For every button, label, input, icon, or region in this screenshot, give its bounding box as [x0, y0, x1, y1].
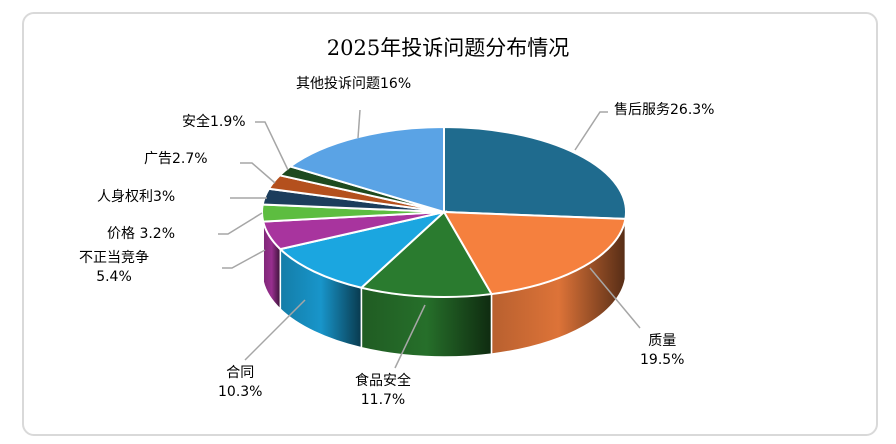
leader-line-4: [222, 249, 266, 269]
slice-9: [288, 125, 445, 214]
label-quality: 质量 19.5%: [640, 333, 685, 368]
leader-line-3: [244, 299, 306, 361]
label-after-sales: 售后服务26.3%: [614, 102, 715, 118]
leader-line-0: [574, 111, 608, 151]
slice-3: [278, 210, 448, 289]
label-price: 价格 3.2%: [107, 226, 176, 242]
label-other: 其他投诉问题16%: [296, 76, 412, 92]
leader-line-2: [394, 304, 426, 369]
leader-line-8: [255, 121, 289, 171]
chart-frame: [22, 12, 878, 436]
slice-1: [442, 210, 627, 296]
slice-side-2: [360, 286, 493, 358]
label-unfair-competition: 不正当竞争 5.4%: [79, 250, 149, 285]
label-contract: 合同 10.3%: [218, 365, 263, 400]
slice-2: [359, 210, 494, 298]
label-food-safety: 食品安全 11.7%: [355, 373, 411, 408]
leader-line-9: [357, 109, 361, 139]
leader-line-1: [589, 267, 641, 329]
leader-line-7: [240, 162, 276, 184]
slice-0: [443, 125, 627, 220]
label-advertising: 广告2.7%: [144, 151, 208, 167]
label-personal-rights: 人身权利3%: [97, 189, 176, 205]
label-safety: 安全1.9%: [182, 114, 246, 130]
leader-line-5: [218, 212, 263, 235]
chart-title: 2025年投诉问题分布情况: [326, 36, 570, 60]
